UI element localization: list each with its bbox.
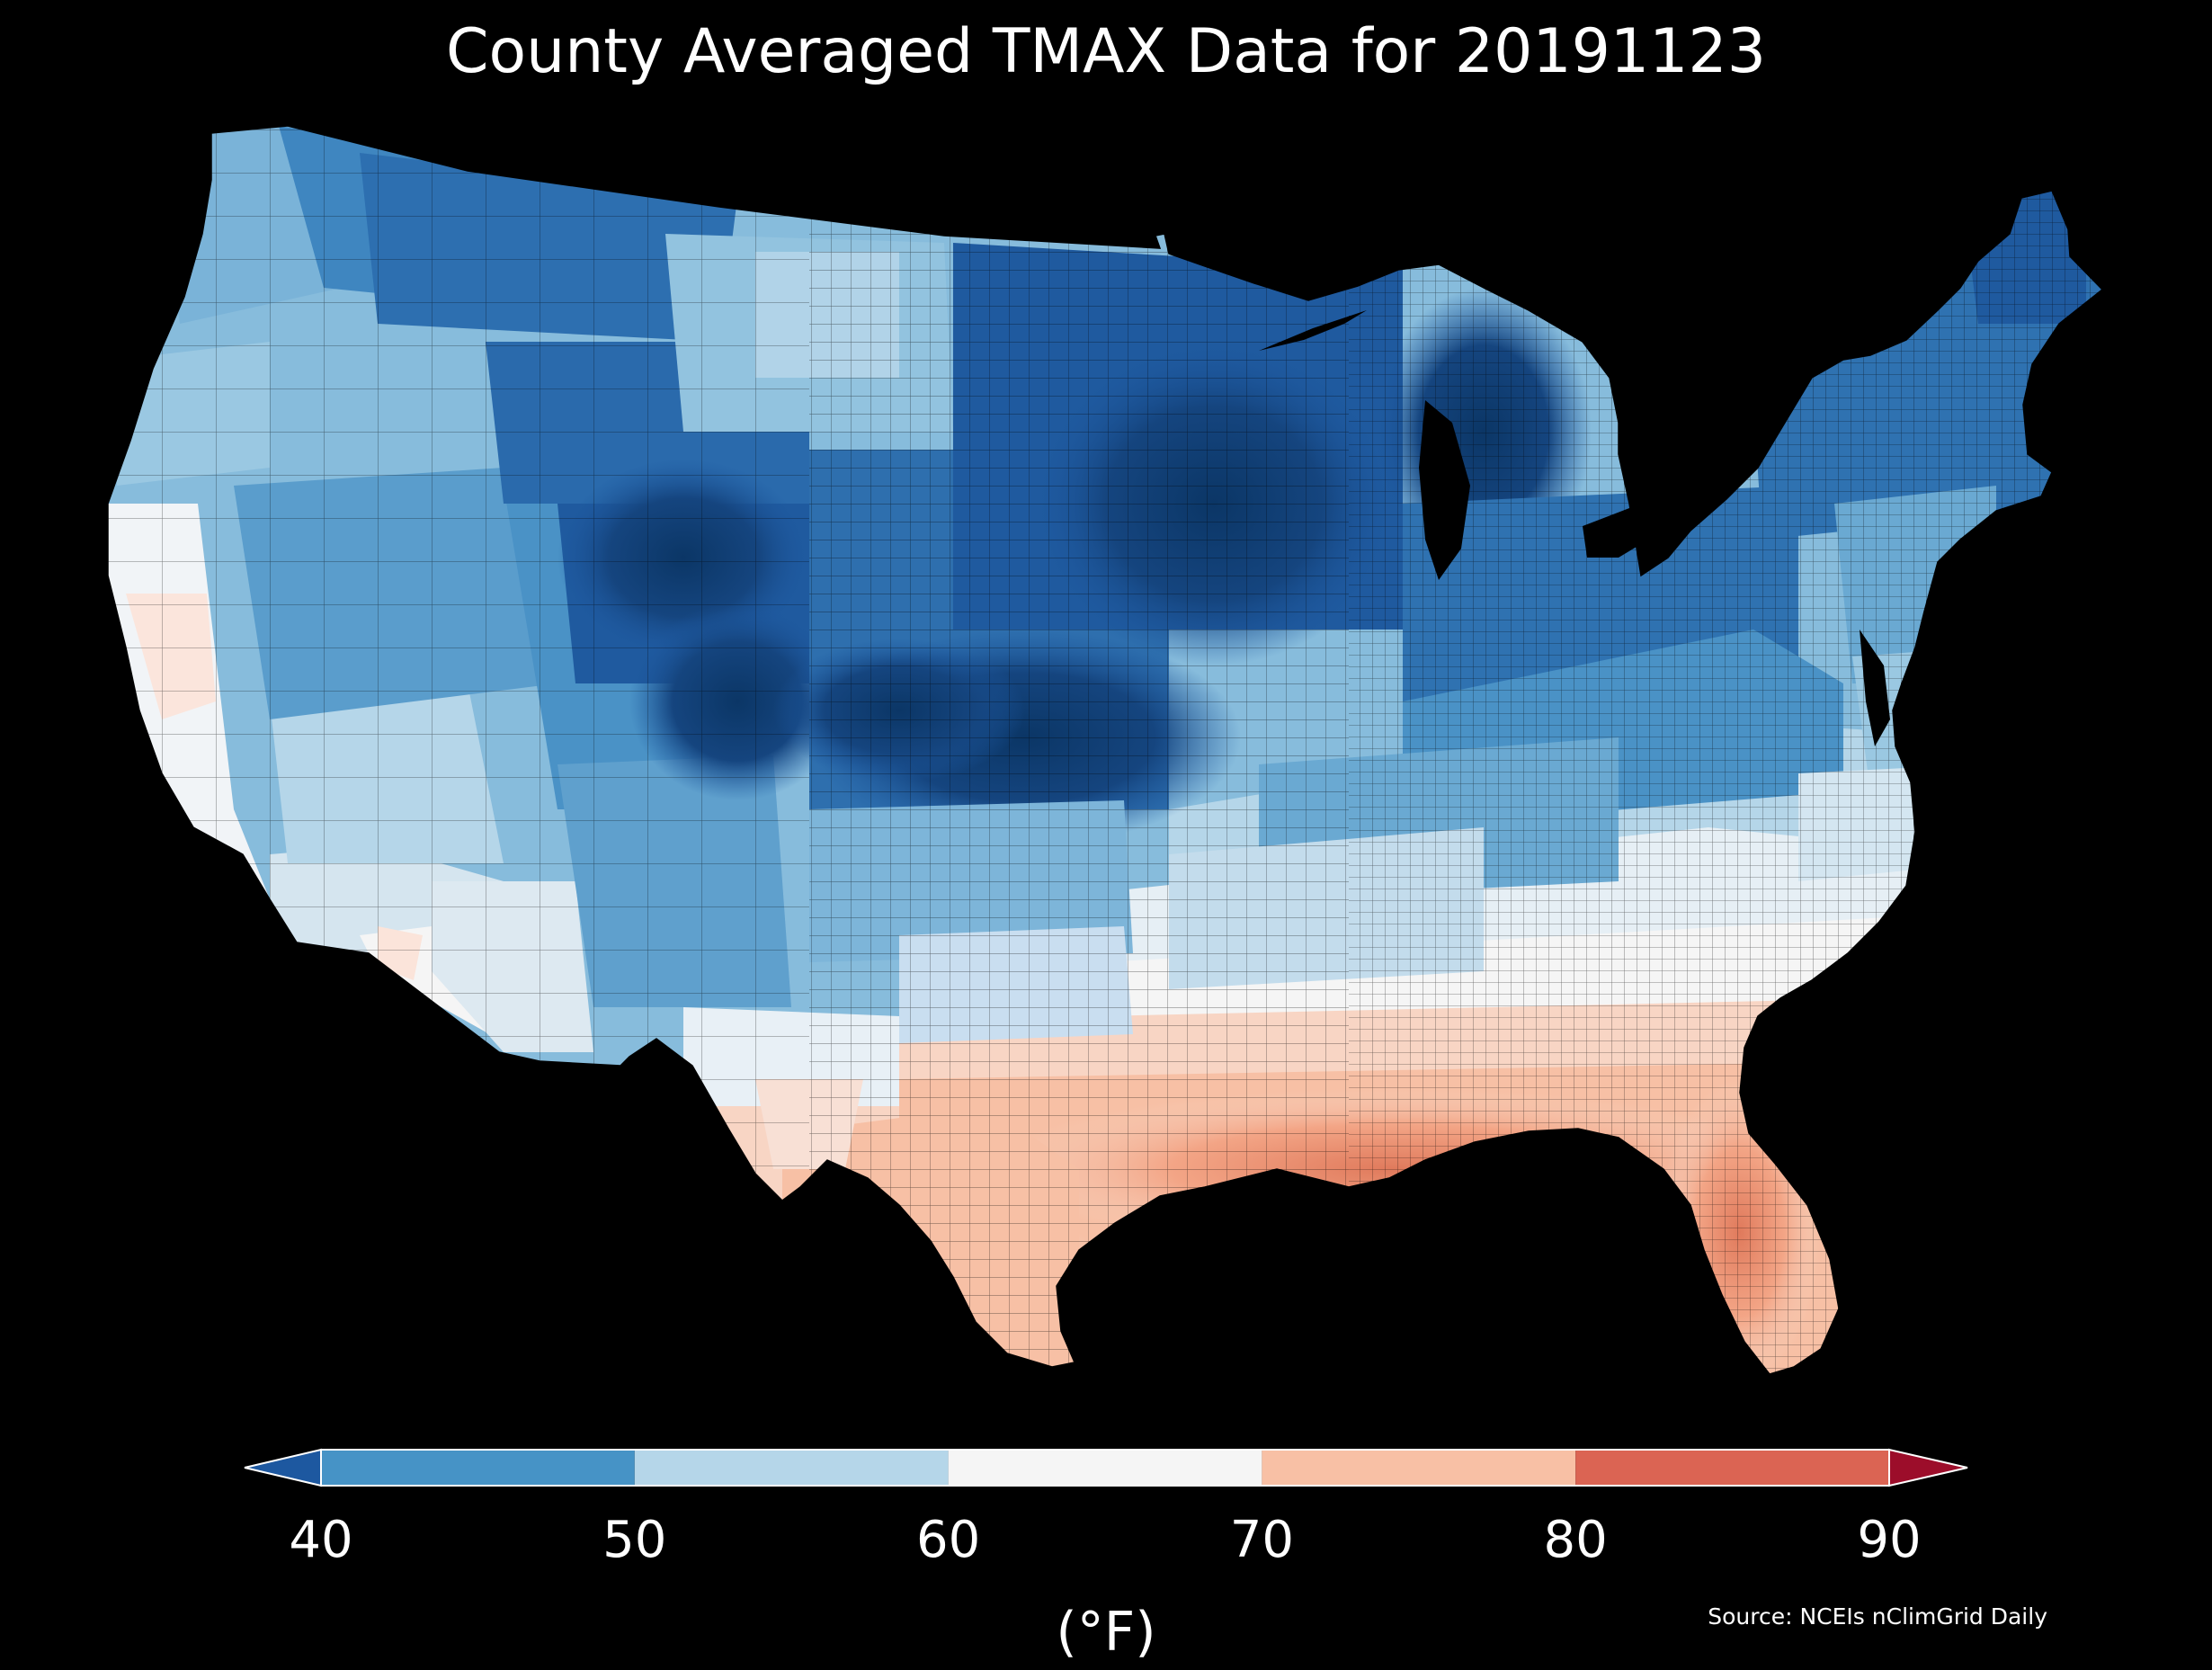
colorbar-bin-40-50 xyxy=(321,1450,635,1486)
colorbar-frame xyxy=(320,1449,1890,1487)
colorbar-tick-label: 80 xyxy=(1543,1511,1608,1569)
colorbar-unit-label: (°F) xyxy=(1056,1601,1156,1664)
colorbar-tick-label: 50 xyxy=(602,1511,667,1569)
colorbar-tick-label: 40 xyxy=(289,1511,353,1569)
colorbar-tick-label: 60 xyxy=(915,1511,981,1569)
colorbar-bin-70-80 xyxy=(1262,1450,1576,1486)
colorbar-extend-high xyxy=(1888,1448,1968,1487)
map-title: County Averaged TMAX Data for 20191123 xyxy=(446,16,1766,87)
source-credit: Source: NCEIs nClimGrid Daily xyxy=(1708,1603,2047,1630)
colorbar-bin-50-60 xyxy=(634,1450,949,1486)
colorbar-tick-label: 70 xyxy=(1229,1511,1295,1569)
colorbar-bin-60-70 xyxy=(948,1450,1262,1486)
colorbar-tick-label: 90 xyxy=(1857,1511,1922,1569)
colorbar-bin-80-90 xyxy=(1575,1450,1889,1486)
colorbar-extend-low xyxy=(244,1448,322,1487)
